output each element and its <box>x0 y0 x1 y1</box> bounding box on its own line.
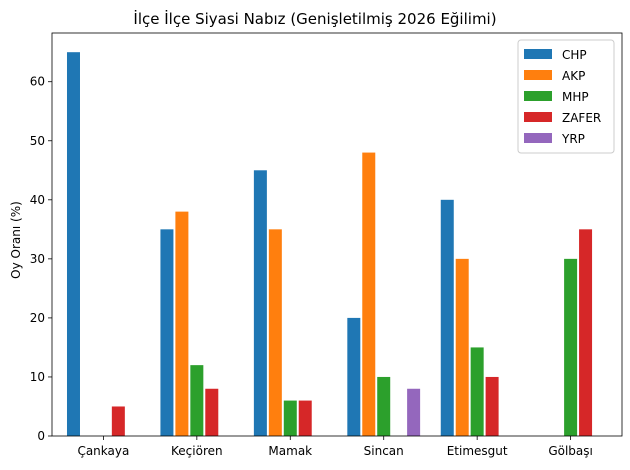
bar-mhp-golbasi <box>564 258 578 436</box>
bar-chp-etimesgut <box>440 199 454 436</box>
bar-chp-cankaya <box>66 52 80 436</box>
bar-mhp-etimesgut <box>470 347 484 436</box>
y-tick-label: 50 <box>30 134 45 148</box>
y-tick-label: 30 <box>30 252 45 266</box>
legend-swatch-mhp <box>524 91 552 101</box>
y-tick-label: 60 <box>30 75 45 89</box>
y-axis-label: Oy Oranı (%) <box>9 201 23 279</box>
x-tick-label-golbasi: Gölbaşı <box>548 444 593 458</box>
y-tick-label: 10 <box>30 370 45 384</box>
bar-akp-etimesgut <box>455 258 469 436</box>
bar-akp-kecioren <box>175 211 189 436</box>
bars-layer <box>66 52 593 437</box>
bar-zafer-cankaya <box>111 406 125 436</box>
bar-yrp-sincan <box>407 388 421 436</box>
bar-mhp-sincan <box>377 376 391 436</box>
axes-layer: 0 10 20 30 40 50 60 Çankaya Keçiören Mamak Sincan E… <box>30 32 623 458</box>
legend-swatch-zafer <box>524 112 552 122</box>
legend-label-yrp: YRP <box>561 132 585 146</box>
legend: CHP AKP MHP ZAFER YRP <box>517 39 615 154</box>
bar-mhp-kecioren <box>190 365 204 436</box>
legend-swatch-chp <box>524 49 552 59</box>
x-tick-label-kecioren: Keçiören <box>171 444 223 458</box>
bar-zafer-mamak <box>298 400 312 436</box>
chart-title: İlçe İlçe Siyasi Nabız (Genişletilmiş 20… <box>133 9 496 28</box>
legend-label-zafer: ZAFER <box>562 111 601 125</box>
legend-swatch-yrp <box>524 133 552 143</box>
legend-label-akp: AKP <box>562 69 585 83</box>
x-tick-label-mamak: Mamak <box>268 444 312 458</box>
bar-chp-mamak <box>253 170 267 437</box>
bar-zafer-kecioren <box>205 388 219 436</box>
bar-akp-mamak <box>268 229 282 436</box>
plot-frame <box>51 32 623 437</box>
legend-label-mhp: MHP <box>562 90 589 104</box>
bar-zafer-golbasi <box>579 229 593 436</box>
y-tick-label: 0 <box>37 429 45 443</box>
y-tick-label: 20 <box>30 311 45 325</box>
bar-akp-sincan <box>362 152 376 436</box>
bar-chp-sincan <box>347 317 361 436</box>
x-tick-label-etimesgut: Etimesgut <box>447 444 508 458</box>
bar-zafer-etimesgut <box>485 376 499 436</box>
legend-label-chp: CHP <box>562 48 587 62</box>
y-tick-label: 40 <box>30 193 45 207</box>
bar-chp-kecioren <box>160 229 174 436</box>
legend-box <box>517 39 615 154</box>
x-tick-label-cankaya: Çankaya <box>77 444 129 458</box>
x-tick-label-sincan: Sincan <box>364 444 404 458</box>
legend-swatch-akp <box>524 70 552 80</box>
bar-mhp-mamak <box>283 400 297 436</box>
